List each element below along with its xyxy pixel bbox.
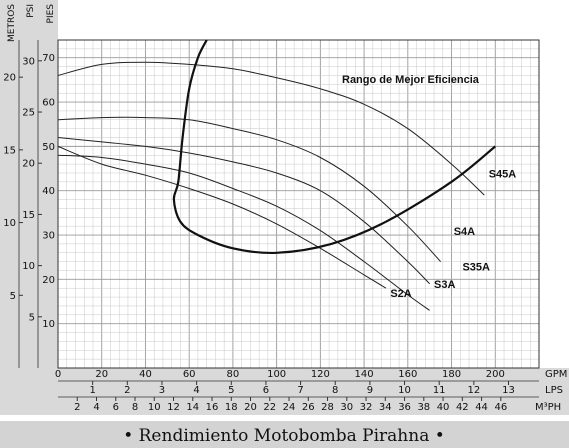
lps-tick-label: 13: [502, 385, 515, 396]
psi-tick-label: 5: [29, 312, 35, 323]
grid: [57, 39, 540, 369]
m3ph-tick-label: 14: [186, 402, 199, 413]
m3ph-tick-label: 30: [340, 402, 353, 413]
gpm-tick-label: 0: [55, 369, 61, 380]
lps-tick-label: 9: [367, 385, 373, 396]
metros-tick-label: 5: [10, 291, 16, 302]
curve-label-s3a: S3A: [434, 279, 455, 291]
m3ph-tick-label: 4: [93, 402, 99, 413]
gpm-tick-label: 200: [486, 369, 505, 380]
gpm-tick-label: 80: [227, 369, 240, 380]
psi-tick-label: 20: [22, 159, 35, 170]
pies-tick-label: 50: [42, 142, 55, 153]
metros-axis-label: METROS: [7, 4, 17, 42]
pump-curves: [57, 39, 496, 311]
gpm-tick-label: 40: [139, 369, 152, 380]
lps-tick-label: 10: [398, 385, 411, 396]
metros-tick-label: 10: [3, 218, 16, 229]
curve-label-s35a: S35A: [462, 261, 490, 273]
psi-tick-label: 30: [22, 56, 35, 67]
lps-tick-label: 4: [193, 385, 199, 396]
pies-tick-label: 10: [42, 319, 55, 330]
lps-tick-label: 12: [467, 385, 480, 396]
lps-axis-label: LPS: [545, 385, 563, 396]
m3ph-tick-label: 10: [148, 402, 161, 413]
curve-s3a: [57, 154, 430, 311]
m3ph-tick-label: 26: [302, 402, 315, 413]
curve-s4a: [57, 116, 441, 262]
x-axis-panel: [0, 368, 569, 415]
m3ph-tick-label: 36: [398, 402, 411, 413]
gpm-axis-label: GPM: [545, 369, 567, 380]
m3ph-tick-label: 34: [379, 402, 392, 413]
efficiency-range-curve: [172, 39, 496, 255]
gpm-tick-label: 60: [183, 369, 196, 380]
lps-tick-label: 6: [263, 385, 269, 396]
caption-bar: [0, 421, 569, 448]
plot-area: [58, 40, 539, 368]
gpm-tick-label: 120: [311, 369, 330, 380]
lps-tick-label: 1: [89, 385, 95, 396]
gpm-tick-label: 100: [267, 369, 286, 380]
efficiency-annotation: Rango de Mejor Eficiencia: [342, 74, 480, 86]
pies-tick-label: 20: [42, 275, 55, 286]
lps-tick-label: 5: [228, 385, 234, 396]
m3ph-tick-label: 20: [244, 402, 257, 413]
plot-border: [57, 39, 540, 369]
m3ph-tick-label: 2: [74, 402, 80, 413]
curve-labels: S45A S4A S35A S3A S2A: [390, 168, 516, 300]
y-axis-panel: [0, 0, 58, 368]
m3ph-tick-label: 18: [225, 402, 238, 413]
psi-tick-label: 10: [22, 261, 35, 272]
gpm-tick-label: 160: [398, 369, 417, 380]
m3ph-tick-label: 42: [456, 402, 469, 413]
m3ph-tick-label: 32: [360, 402, 373, 413]
curve-label-s45a: S45A: [489, 168, 517, 180]
curve-s45a: [57, 61, 485, 196]
gpm-tick-label: 20: [95, 369, 108, 380]
psi-axis-label: PSI: [26, 4, 36, 18]
curve-s35a: [57, 137, 431, 285]
gpm-tick-label: 140: [355, 369, 374, 380]
metros-tick-label: 15: [3, 145, 16, 156]
pies-tick-label: 60: [42, 98, 55, 109]
m3ph-tick-label: 22: [263, 402, 276, 413]
pies-axis-label: PIES: [46, 4, 56, 24]
m3ph-tick-label: 16: [206, 402, 219, 413]
psi-tick-label: 15: [22, 210, 35, 221]
m3ph-tick-label: 44: [475, 402, 488, 413]
lps-tick-label: 2: [124, 385, 130, 396]
m3ph-tick-label: 8: [132, 402, 138, 413]
lps-tick-label: 3: [159, 385, 165, 396]
pies-tick-label: 30: [42, 231, 55, 242]
gpm-tick-label: 180: [442, 369, 461, 380]
lps-tick-label: 8: [332, 385, 338, 396]
lps-tick-label: 11: [433, 385, 446, 396]
m3ph-tick-label: 40: [437, 402, 450, 413]
curve-label-s4a: S4A: [454, 226, 475, 238]
m3ph-tick-label: 46: [494, 402, 507, 413]
m3ph-tick-label: 6: [113, 402, 119, 413]
pies-tick-label: 70: [42, 53, 55, 64]
m3ph-tick-label: 28: [321, 402, 334, 413]
psi-tick-label: 25: [22, 108, 35, 119]
metros-tick-label: 20: [3, 73, 16, 84]
m3ph-tick-label: 12: [167, 402, 180, 413]
lps-tick-label: 7: [297, 385, 303, 396]
pies-tick-label: 40: [42, 186, 55, 197]
m3ph-tick-label: 38: [417, 402, 430, 413]
curve-s2a: [57, 145, 387, 289]
chart-caption: • Rendimiento Motobomba Pirahna •: [123, 426, 445, 446]
m3ph-axis-label: M³PH: [535, 402, 561, 413]
curve-label-s2a: S2A: [390, 288, 411, 300]
m3ph-tick-label: 24: [283, 402, 296, 413]
